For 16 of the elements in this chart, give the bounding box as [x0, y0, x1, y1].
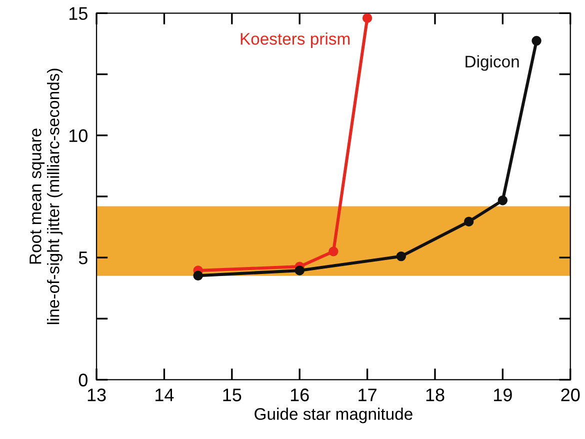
y-axis-title: Root mean square line-of-sight jitter (milliarc-seconds) [30, 68, 63, 324]
x-tick-label: 15 [223, 388, 242, 402]
x-tick-label: 16 [290, 388, 309, 402]
x-tick-label: 13 [88, 388, 106, 402]
y-tick-label: 10 [69, 129, 88, 142]
x-tick-label: 20 [561, 388, 580, 402]
y-tick-label: 0 [78, 374, 88, 386]
y-tick-label: 5 [78, 252, 88, 264]
series-label: Koesters prism [240, 32, 350, 48]
x-tick-label: 18 [426, 388, 444, 402]
series-label: Digicon [466, 55, 519, 71]
x-axis-title: Guide star magnitude [254, 408, 412, 424]
y-tick-label: 15 [69, 7, 88, 20]
x-tick-label: 19 [494, 388, 512, 402]
x-tick-label: 14 [156, 388, 174, 402]
x-tick-label: 17 [358, 388, 376, 402]
